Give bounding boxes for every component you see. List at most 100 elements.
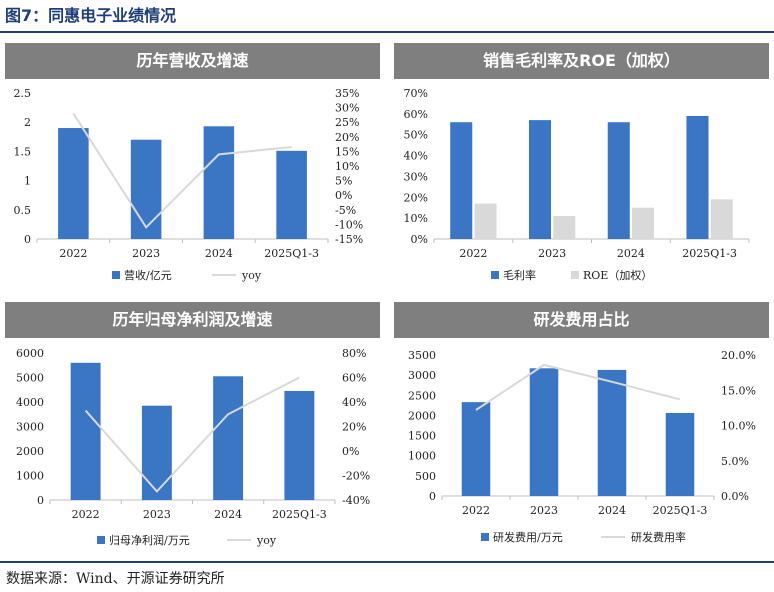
- left-tick-label: 2: [24, 116, 31, 129]
- legend-label: yoy: [256, 534, 277, 547]
- right-tick-label: -40%: [342, 494, 370, 507]
- category-label: 2025Q1-3: [682, 247, 737, 260]
- category-label: 2022: [462, 504, 490, 517]
- right-tick-label: 10%: [335, 160, 359, 173]
- right-tick-label: 20.0%: [721, 349, 756, 362]
- legend-label: 毛利率: [503, 268, 536, 282]
- legend-swatch-bar: [112, 271, 120, 279]
- left-tick-label: 1000: [16, 470, 44, 483]
- panel-title-revenue: 历年营收及增速: [5, 43, 380, 79]
- panel-rnd: 研发费用占比 0 500 1000 1500 2000 2500 3000 3500 0.0% 5…: [394, 302, 769, 552]
- legend-label: ROE（加权）: [583, 269, 652, 282]
- category-label: 2023: [132, 247, 160, 260]
- category-label: 2025Q1-3: [264, 247, 319, 260]
- bar: [276, 150, 307, 239]
- left-tick-label: 3000: [16, 421, 44, 434]
- left-tick-label: 60%: [404, 108, 428, 121]
- chart-svg-2: 0 1000 2000 3000 4000 5000 6000 -40% -20% 0% 20% 40…: [16, 347, 370, 547]
- right-tick-label: 0%: [335, 189, 352, 202]
- left-tick-label: 30%: [404, 170, 428, 183]
- right-tick-label: 5.0%: [721, 455, 749, 468]
- left-tick-label: 0.5: [14, 204, 32, 217]
- bar: [686, 115, 709, 239]
- right-tick-label: 25%: [335, 116, 359, 129]
- series-line: [84, 376, 300, 493]
- left-tick-label: 1.5: [14, 145, 32, 158]
- bar: [461, 402, 491, 496]
- left-tick-label: 0: [429, 490, 436, 503]
- left-tick-label: 20%: [404, 191, 428, 204]
- panel-title-rnd: 研发费用占比: [394, 302, 769, 338]
- right-tick-label: -20%: [342, 470, 370, 483]
- left-tick-label: 3000: [408, 369, 436, 382]
- right-tick-label: 30%: [335, 102, 359, 115]
- left-tick-label: 1000: [408, 450, 436, 463]
- category-label: 2024: [598, 504, 626, 517]
- category-label: 2024: [617, 247, 645, 260]
- left-tick-label: 1: [24, 175, 31, 188]
- legend-label: 归母净利润/万元: [109, 533, 190, 547]
- left-tick-label: 0: [37, 494, 44, 507]
- right-tick-label: 5%: [335, 175, 352, 188]
- right-tick-label: -15%: [335, 233, 363, 246]
- left-tick-label: 10%: [404, 212, 428, 225]
- series-line: [475, 363, 681, 411]
- left-tick-label: 2500: [408, 389, 436, 402]
- figure-title: 图7：同惠电子业绩情况: [5, 6, 177, 25]
- left-tick-label: 2000: [408, 409, 436, 422]
- bar: [141, 405, 172, 500]
- category-label: 2025Q1-3: [272, 508, 327, 521]
- left-tick-label: 70%: [404, 87, 428, 100]
- legend-swatch-bar: [481, 533, 489, 541]
- right-tick-label: 20%: [342, 421, 366, 434]
- bar: [70, 362, 101, 500]
- panel-margin-roe: 销售毛利率及ROE（加权） 0% 10% 20% 30% 40% 50% 60% 70% 202…: [394, 43, 769, 293]
- left-tick-label: 50%: [404, 129, 428, 142]
- right-tick-label: 15.0%: [721, 384, 756, 397]
- bar: [529, 368, 559, 496]
- left-tick-label: 2000: [16, 445, 44, 458]
- chart-svg-0: 00.511.522.5-15%-10%-5%0%5%10%15%20%25%3…: [14, 87, 364, 282]
- source-rule: [0, 561, 774, 563]
- bar: [631, 207, 655, 239]
- left-tick-label: 4000: [16, 396, 44, 409]
- legend-swatch-bar: [491, 271, 499, 279]
- category-label: 2023: [538, 247, 566, 260]
- bar: [665, 413, 695, 496]
- panel-title-net-profit: 历年归母净利润及增速: [5, 302, 380, 338]
- category-label: 2023: [530, 504, 558, 517]
- left-tick-label: 0: [24, 233, 31, 246]
- category-label: 2024: [205, 247, 233, 260]
- legend-swatch-bar: [571, 271, 579, 279]
- source-note: 数据来源：Wind、开源证券研究所: [6, 571, 225, 587]
- right-tick-label: 60%: [342, 372, 366, 385]
- right-tick-label: 15%: [335, 145, 359, 158]
- left-tick-label: 2.5: [14, 87, 32, 100]
- left-tick-label: 3500: [408, 349, 436, 362]
- bar: [203, 126, 235, 239]
- right-tick-label: 80%: [342, 347, 366, 360]
- right-tick-label: 10.0%: [721, 420, 756, 433]
- series-line: [72, 112, 292, 229]
- right-tick-label: -5%: [335, 204, 356, 217]
- bar: [597, 369, 627, 496]
- legend-label: 研发费用/万元: [493, 530, 563, 544]
- bar: [710, 199, 733, 239]
- title-rule: [0, 31, 774, 33]
- right-tick-label: 20%: [335, 131, 359, 144]
- bar: [607, 122, 630, 239]
- panel-title-margin-roe: 销售毛利率及ROE（加权）: [394, 43, 769, 79]
- chart-svg-3: 0 500 1000 1500 2000 2500 3000 3500 0.0% 5.0% 10.0…: [408, 349, 756, 544]
- bar: [450, 122, 473, 239]
- category-label: 2022: [72, 508, 100, 521]
- legend-swatch-bar: [97, 536, 105, 544]
- right-tick-label: 0%: [342, 445, 359, 458]
- category-label: 2022: [59, 247, 87, 260]
- right-tick-label: 35%: [335, 87, 359, 100]
- right-tick-label: -10%: [335, 218, 363, 231]
- bar: [213, 376, 244, 500]
- bar: [130, 139, 162, 239]
- left-tick-label: 1500: [408, 430, 436, 443]
- bar: [528, 120, 552, 239]
- category-label: 2025Q1-3: [653, 504, 708, 517]
